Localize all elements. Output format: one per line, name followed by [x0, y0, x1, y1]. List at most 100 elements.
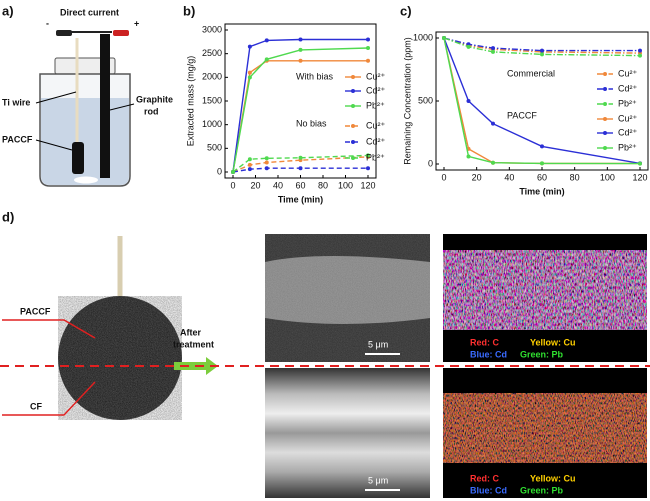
x-tick-label: 40	[504, 172, 514, 182]
point	[298, 37, 303, 42]
legend-group-label: Commercial	[507, 68, 555, 78]
scale-label: 5 μm	[368, 475, 388, 485]
point	[247, 157, 252, 162]
y-tick-label: 1000	[413, 32, 433, 42]
label: Direct current	[60, 7, 119, 17]
map-legend: Yellow: Cu	[530, 337, 576, 347]
point	[247, 70, 252, 75]
point	[247, 75, 252, 80]
label: Ti wire	[2, 97, 30, 107]
panel-label: c)	[400, 3, 412, 18]
x-tick-label: 20	[472, 172, 482, 182]
point	[366, 166, 370, 171]
y-axis-label: Extracted mass (mg/g)	[185, 56, 195, 147]
legend-marker	[603, 102, 607, 106]
point	[366, 58, 370, 63]
legend-marker	[603, 72, 607, 76]
point	[264, 57, 269, 62]
legend-marker	[603, 117, 607, 121]
map-legend: Blue: Cd	[470, 485, 507, 495]
legend-marker	[603, 146, 607, 150]
pointer	[2, 319, 96, 339]
point	[491, 46, 495, 51]
y-axis-label: Remaining Concentration (ppm)	[402, 37, 412, 165]
x-tick-label: 20	[250, 180, 260, 190]
label: -	[46, 18, 49, 28]
map-legend: Green: Pb	[520, 485, 564, 495]
point	[491, 160, 495, 165]
x-axis-label: Time (min)	[519, 186, 564, 196]
clip	[113, 30, 129, 36]
series-line	[232, 47, 369, 173]
point	[264, 166, 269, 171]
point	[540, 52, 544, 57]
point	[247, 162, 252, 167]
legend-label: Cu²⁺	[618, 68, 638, 78]
legend-marker	[351, 140, 355, 144]
point	[298, 47, 303, 52]
legend-label: Cd²⁺	[618, 83, 638, 93]
map-legend: Red: C	[470, 337, 500, 347]
legend-marker	[351, 75, 355, 79]
y-tick-label: 1000	[202, 119, 222, 129]
point	[638, 53, 642, 58]
point	[264, 156, 269, 161]
label: PACCF	[2, 134, 33, 144]
y-tick-label: 500	[418, 95, 433, 105]
pointer	[109, 103, 135, 111]
eds-texture	[443, 393, 647, 463]
point	[247, 44, 252, 49]
legend-label: Cd²⁺	[366, 85, 386, 95]
legend-label: Cu²⁺	[618, 113, 638, 123]
x-tick-label: 0	[230, 180, 235, 190]
y-tick-label: 3000	[202, 24, 222, 34]
legend-label: Pb²⁺	[366, 152, 385, 162]
x-tick-label: 80	[318, 180, 328, 190]
point	[298, 155, 303, 160]
scale-label: 5 μm	[368, 339, 388, 349]
x-tick-label: 120	[632, 172, 647, 182]
x-tick-label: 60	[295, 180, 305, 190]
point	[366, 153, 370, 158]
x-tick-label: 40	[273, 180, 283, 190]
legend-label: Cu²⁺	[366, 71, 386, 81]
liquid	[41, 98, 129, 185]
clip	[56, 30, 72, 36]
legend-marker	[351, 156, 355, 160]
point	[540, 144, 544, 149]
x-tick-label: 100	[338, 180, 353, 190]
map-legend: Blue: Cd	[470, 349, 507, 359]
label: CF	[30, 401, 42, 411]
texture	[265, 234, 430, 362]
pointer	[2, 381, 96, 416]
y-tick-label: 1500	[202, 95, 222, 105]
legend-marker	[603, 131, 607, 135]
map-legend: Red: C	[470, 473, 500, 483]
y-tick-label: 0	[428, 158, 433, 168]
x-tick-label: 0	[441, 172, 446, 182]
legend-label: Pb²⁺	[366, 100, 385, 110]
x-tick-label: 80	[570, 172, 580, 182]
point	[298, 166, 303, 171]
label: After	[180, 327, 201, 337]
eds-texture	[443, 250, 647, 330]
charts: b)0 20 40 60 80 100 12005001000150020002500300…	[183, 3, 649, 204]
label: +	[134, 18, 139, 28]
label: rod	[144, 106, 159, 116]
plot-frame	[224, 23, 377, 179]
graphite-rod	[100, 34, 110, 178]
legend-marker	[603, 87, 607, 91]
legend-group-label: With bias	[296, 71, 334, 81]
map-legend: Green: Pb	[520, 349, 564, 359]
y-tick-label: 0	[217, 166, 222, 176]
legend-group-label: No bias	[296, 118, 327, 128]
point	[491, 121, 495, 126]
map-legend: Yellow: Cu	[530, 473, 576, 483]
point	[264, 160, 269, 165]
x-axis-label: Time (min)	[278, 194, 323, 204]
label: treatment	[173, 339, 214, 349]
panel-label: b)	[183, 3, 195, 18]
point	[466, 99, 471, 103]
sem-image-bottom	[265, 368, 430, 498]
